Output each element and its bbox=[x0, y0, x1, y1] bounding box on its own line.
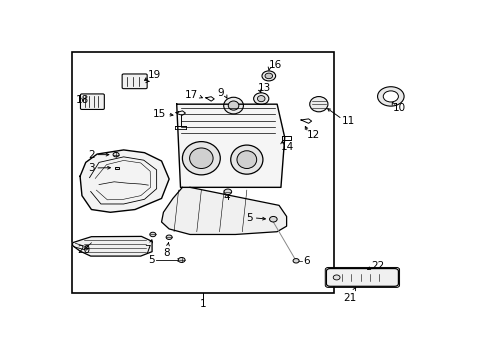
Text: 6: 6 bbox=[302, 256, 309, 266]
Circle shape bbox=[377, 87, 403, 106]
Circle shape bbox=[269, 216, 277, 222]
Text: 16: 16 bbox=[268, 60, 282, 70]
Bar bbox=[115, 167, 119, 169]
Text: 19: 19 bbox=[148, 70, 161, 80]
Text: 9: 9 bbox=[217, 88, 224, 98]
Circle shape bbox=[292, 258, 299, 263]
Polygon shape bbox=[161, 187, 286, 234]
Ellipse shape bbox=[189, 148, 213, 168]
Ellipse shape bbox=[237, 151, 256, 168]
Polygon shape bbox=[176, 104, 284, 187]
FancyBboxPatch shape bbox=[81, 94, 104, 109]
Text: 13: 13 bbox=[258, 83, 271, 93]
Ellipse shape bbox=[257, 96, 264, 102]
Circle shape bbox=[149, 232, 156, 237]
Text: 10: 10 bbox=[392, 103, 405, 113]
Text: 22: 22 bbox=[370, 261, 384, 270]
Text: 14: 14 bbox=[280, 142, 294, 152]
FancyBboxPatch shape bbox=[122, 74, 147, 89]
Circle shape bbox=[264, 73, 272, 79]
Text: 3: 3 bbox=[88, 163, 95, 173]
Text: 4: 4 bbox=[224, 192, 230, 202]
Circle shape bbox=[178, 257, 184, 262]
Ellipse shape bbox=[230, 145, 263, 174]
Text: 5: 5 bbox=[245, 213, 252, 223]
Ellipse shape bbox=[223, 97, 243, 114]
Text: 17: 17 bbox=[184, 90, 198, 100]
Polygon shape bbox=[72, 237, 152, 256]
Ellipse shape bbox=[332, 275, 339, 280]
Ellipse shape bbox=[182, 141, 220, 175]
Ellipse shape bbox=[228, 101, 238, 110]
Text: 8: 8 bbox=[163, 248, 169, 258]
Text: 5: 5 bbox=[148, 255, 155, 265]
Ellipse shape bbox=[253, 93, 268, 104]
Text: 21: 21 bbox=[343, 293, 356, 303]
Text: 18: 18 bbox=[76, 95, 89, 105]
Text: 1: 1 bbox=[200, 299, 206, 309]
Text: 7: 7 bbox=[144, 245, 150, 255]
Circle shape bbox=[166, 235, 172, 239]
FancyBboxPatch shape bbox=[326, 269, 398, 286]
Circle shape bbox=[113, 152, 119, 157]
Ellipse shape bbox=[309, 96, 327, 112]
Text: 12: 12 bbox=[306, 130, 319, 140]
Text: 2: 2 bbox=[88, 150, 95, 159]
Circle shape bbox=[224, 189, 231, 194]
Polygon shape bbox=[80, 150, 169, 212]
Circle shape bbox=[383, 91, 398, 102]
Bar bbox=[72, 51, 333, 293]
Text: 20: 20 bbox=[77, 245, 90, 255]
Circle shape bbox=[262, 71, 275, 81]
Text: 15: 15 bbox=[153, 109, 166, 118]
Text: 11: 11 bbox=[341, 116, 354, 126]
